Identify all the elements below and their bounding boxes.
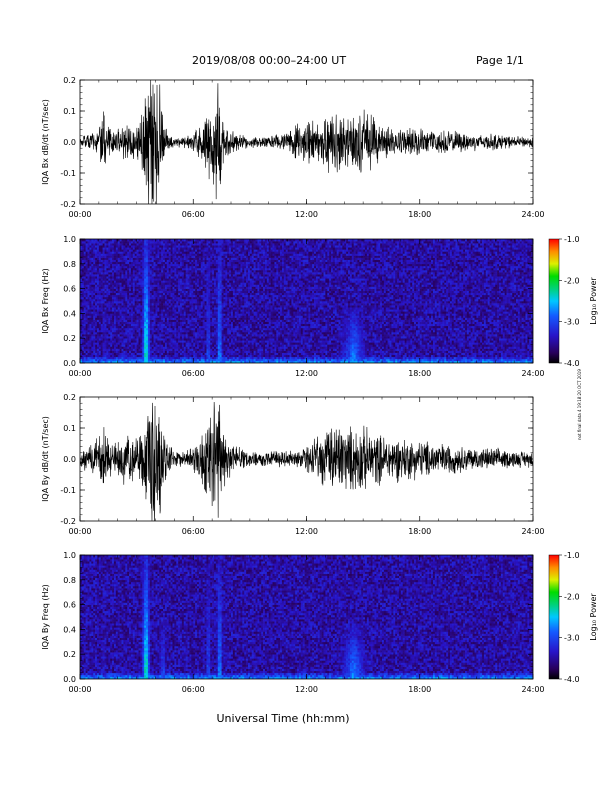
spectrogram-cells xyxy=(80,239,533,363)
x-tick-label: 00:00 xyxy=(68,210,91,219)
x-tick-label: 06:00 xyxy=(182,527,205,536)
series-line xyxy=(80,401,533,521)
colorbar-label: Log₁₀ Power xyxy=(589,277,598,325)
y-axis-label: IQA By Freq (Hz) xyxy=(41,584,50,650)
y-axis-label: IQA Bx Freq (Hz) xyxy=(41,268,50,334)
colorbar-tick-label: -4.0 xyxy=(564,359,580,368)
y-tick-label: 0.2 xyxy=(63,650,76,659)
y-tick-label: 0.4 xyxy=(63,309,76,318)
x-tick-label: 12:00 xyxy=(295,369,318,378)
y-tick-label: 0.8 xyxy=(63,260,76,269)
x-tick-label: 24:00 xyxy=(521,527,544,536)
page-indicator: Page 1/1 xyxy=(476,54,524,67)
x-tick-label: 00:00 xyxy=(68,685,91,694)
y-tick-label: 0.0 xyxy=(63,359,76,368)
x-axis-label: Universal Time (hh:mm) xyxy=(217,712,350,725)
colorbar-tick-label: -1.0 xyxy=(564,551,580,560)
spectrogram-cells xyxy=(80,555,533,679)
y-tick-label: 0.1 xyxy=(63,424,76,433)
colorbar-tick-label: -3.0 xyxy=(564,318,580,327)
bx-spectrogram-panel: -1.0 -2.0 -3.0 -4.0 Log₁₀ Power 0.0 0.2 0.4 0.6 0… xyxy=(41,235,598,378)
x-tick-label: 06:00 xyxy=(182,369,205,378)
colorbar-tick-label: -2.0 xyxy=(564,276,580,285)
y-tick-label: -0.1 xyxy=(60,486,76,495)
x-tick-label: 12:00 xyxy=(295,685,318,694)
y-tick-label: 0.8 xyxy=(63,576,76,585)
y-tick-label: 0.2 xyxy=(63,393,76,402)
x-tick-label: 12:00 xyxy=(295,210,318,219)
series-line xyxy=(80,80,533,204)
x-tick-label: 18:00 xyxy=(408,527,431,536)
y-tick-label: 1.0 xyxy=(63,551,76,560)
by-spectrogram-panel: -1.0 -2.0 -3.0 -4.0 Log₁₀ Power 0.0 0.2 0.4 0.6 0… xyxy=(41,551,598,694)
x-tick-label: 24:00 xyxy=(521,210,544,219)
x-tick-label: 06:00 xyxy=(182,210,205,219)
y-tick-label: 0.2 xyxy=(63,334,76,343)
colorbar-tick-label: -1.0 xyxy=(564,235,580,244)
x-tick-label: 24:00 xyxy=(521,685,544,694)
y-tick-label: -0.2 xyxy=(60,200,76,209)
x-tick-label: 18:00 xyxy=(408,685,431,694)
by-dbdt-panel: -0.2 -0.1 0.0 0.1 0.2 00:00 06:00 12:00 18:00 24:… xyxy=(41,393,545,536)
y-tick-label: 0.1 xyxy=(63,107,76,116)
colorbar-label: Log₁₀ Power xyxy=(589,593,598,641)
y-tick-label: 0.2 xyxy=(63,76,76,85)
y-tick-label: 0.0 xyxy=(63,675,76,684)
x-tick-label: 18:00 xyxy=(408,210,431,219)
x-tick-label: 24:00 xyxy=(521,369,544,378)
colorbar xyxy=(548,238,560,364)
y-tick-label: -0.1 xyxy=(60,169,76,178)
colorbar-tick-label: -4.0 xyxy=(564,675,580,684)
y-tick-label: 0.4 xyxy=(63,625,76,634)
x-tick-label: 00:00 xyxy=(68,369,91,378)
x-tick-label: 18:00 xyxy=(408,369,431,378)
y-tick-label: 0.0 xyxy=(63,138,76,147)
y-tick-label: 1.0 xyxy=(63,235,76,244)
colorbar-tick-label: -2.0 xyxy=(564,592,580,601)
y-tick-label: -0.2 xyxy=(60,517,76,526)
x-tick-label: 06:00 xyxy=(182,685,205,694)
y-tick-label: 0.6 xyxy=(63,285,76,294)
y-tick-label: 0.6 xyxy=(63,601,76,610)
x-tick-label: 12:00 xyxy=(295,527,318,536)
y-axis-label: IQA By dB/dt (nT/sec) xyxy=(41,416,50,502)
y-tick-label: 0.0 xyxy=(63,455,76,464)
y-axis-label: IQA Bx dB/dt (nT/sec) xyxy=(41,99,50,185)
date-range-title: 2019/08/08 00:00–24:00 UT xyxy=(192,54,346,67)
bx-dbdt-panel: -0.2 -0.1 0.0 0.1 0.2 00:00 06:00 12:00 18:00 24:… xyxy=(41,76,545,219)
colorbar xyxy=(548,554,560,680)
x-tick-label: 00:00 xyxy=(68,527,91,536)
colorbar-tick-label: -3.0 xyxy=(564,634,580,643)
